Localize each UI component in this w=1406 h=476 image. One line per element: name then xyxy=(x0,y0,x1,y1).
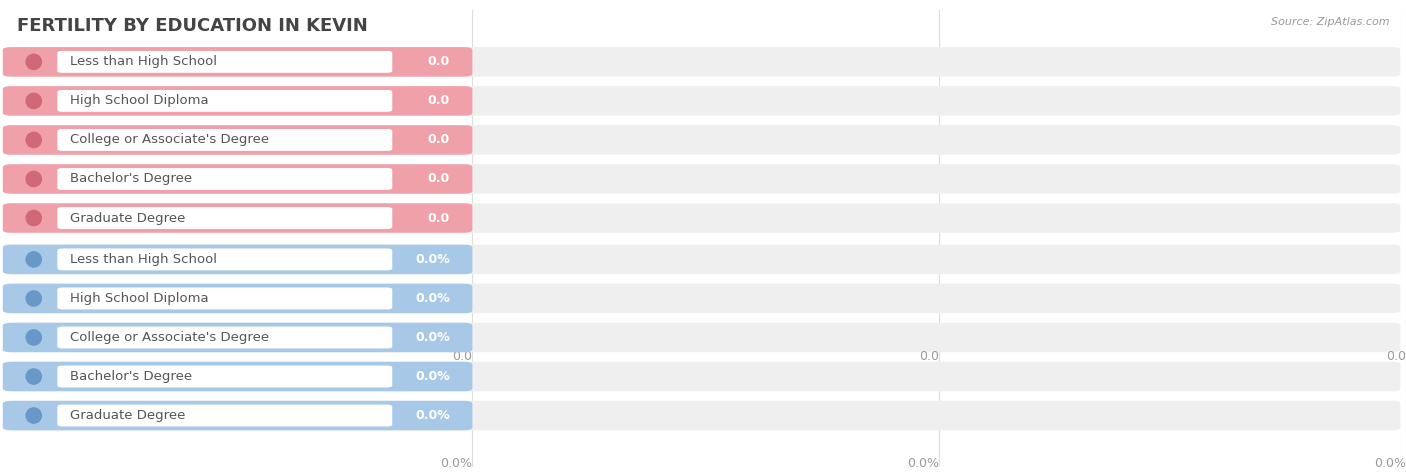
FancyBboxPatch shape xyxy=(58,207,392,229)
Text: Less than High School: Less than High School xyxy=(70,55,217,69)
Ellipse shape xyxy=(27,330,41,345)
Text: College or Associate's Degree: College or Associate's Degree xyxy=(70,133,269,147)
Text: 0.0: 0.0 xyxy=(1386,350,1406,363)
FancyBboxPatch shape xyxy=(3,203,1400,233)
Text: Less than High School: Less than High School xyxy=(70,253,217,266)
FancyBboxPatch shape xyxy=(3,401,472,430)
FancyBboxPatch shape xyxy=(58,405,392,426)
FancyBboxPatch shape xyxy=(3,323,472,352)
Ellipse shape xyxy=(27,210,41,226)
FancyBboxPatch shape xyxy=(3,47,1400,77)
FancyBboxPatch shape xyxy=(58,51,392,73)
FancyBboxPatch shape xyxy=(3,362,1400,391)
Text: 0.0: 0.0 xyxy=(427,94,450,108)
FancyBboxPatch shape xyxy=(3,362,472,391)
Text: 0.0%: 0.0% xyxy=(907,457,939,470)
Ellipse shape xyxy=(27,171,41,187)
Ellipse shape xyxy=(27,369,41,384)
FancyBboxPatch shape xyxy=(3,86,1400,116)
FancyBboxPatch shape xyxy=(58,90,392,112)
Text: 0.0: 0.0 xyxy=(427,55,450,69)
Text: College or Associate's Degree: College or Associate's Degree xyxy=(70,331,269,344)
FancyBboxPatch shape xyxy=(3,284,472,313)
FancyBboxPatch shape xyxy=(58,248,392,270)
Text: High School Diploma: High School Diploma xyxy=(70,292,208,305)
FancyBboxPatch shape xyxy=(58,168,392,190)
FancyBboxPatch shape xyxy=(3,203,472,233)
FancyBboxPatch shape xyxy=(3,323,1400,352)
Text: Bachelor's Degree: Bachelor's Degree xyxy=(70,370,193,383)
FancyBboxPatch shape xyxy=(3,86,472,116)
FancyBboxPatch shape xyxy=(3,245,1400,274)
FancyBboxPatch shape xyxy=(3,47,472,77)
Text: 0.0: 0.0 xyxy=(427,133,450,147)
Text: Source: ZipAtlas.com: Source: ZipAtlas.com xyxy=(1271,17,1389,27)
FancyBboxPatch shape xyxy=(58,327,392,348)
FancyBboxPatch shape xyxy=(3,245,472,274)
FancyBboxPatch shape xyxy=(3,125,472,155)
FancyBboxPatch shape xyxy=(3,125,1400,155)
FancyBboxPatch shape xyxy=(58,288,392,309)
Text: 0.0%: 0.0% xyxy=(415,253,450,266)
Text: 0.0%: 0.0% xyxy=(415,409,450,422)
FancyBboxPatch shape xyxy=(3,164,1400,194)
Text: 0.0: 0.0 xyxy=(427,172,450,186)
Ellipse shape xyxy=(27,252,41,267)
Ellipse shape xyxy=(27,93,41,109)
Text: Graduate Degree: Graduate Degree xyxy=(70,409,186,422)
Ellipse shape xyxy=(27,54,41,69)
Text: High School Diploma: High School Diploma xyxy=(70,94,208,108)
Text: FERTILITY BY EDUCATION IN KEVIN: FERTILITY BY EDUCATION IN KEVIN xyxy=(17,17,367,35)
Text: Graduate Degree: Graduate Degree xyxy=(70,211,186,225)
Text: 0.0%: 0.0% xyxy=(415,292,450,305)
FancyBboxPatch shape xyxy=(3,164,472,194)
Ellipse shape xyxy=(27,291,41,306)
Text: 0.0: 0.0 xyxy=(427,211,450,225)
Text: 0.0%: 0.0% xyxy=(440,457,472,470)
Ellipse shape xyxy=(27,132,41,148)
Text: Bachelor's Degree: Bachelor's Degree xyxy=(70,172,193,186)
Text: 0.0: 0.0 xyxy=(453,350,472,363)
Text: 0.0%: 0.0% xyxy=(415,331,450,344)
Text: 0.0%: 0.0% xyxy=(1374,457,1406,470)
FancyBboxPatch shape xyxy=(3,284,1400,313)
Ellipse shape xyxy=(27,408,41,423)
FancyBboxPatch shape xyxy=(3,401,1400,430)
Text: 0.0%: 0.0% xyxy=(415,370,450,383)
FancyBboxPatch shape xyxy=(58,366,392,387)
FancyBboxPatch shape xyxy=(58,129,392,151)
Text: 0.0: 0.0 xyxy=(920,350,939,363)
